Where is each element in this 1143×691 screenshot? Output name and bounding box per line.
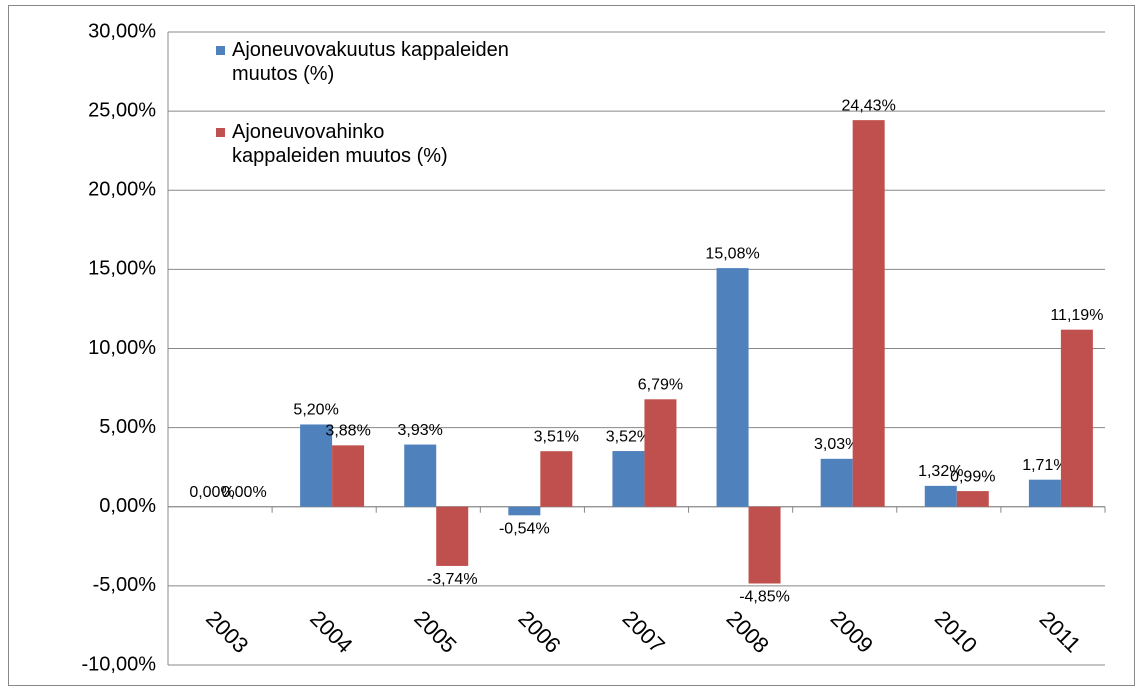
bar	[508, 506, 541, 516]
legend-swatch	[216, 128, 225, 137]
data-label: -0,54%	[499, 521, 550, 538]
bar	[300, 424, 333, 507]
bar	[924, 485, 957, 507]
data-label: 0,99%	[950, 468, 995, 485]
data-label: 3,03%	[814, 436, 859, 453]
data-label: 15,08%	[705, 245, 759, 262]
data-label: 1,32%	[918, 463, 963, 480]
y-tick-label: -5,00%	[93, 574, 157, 596]
data-label: 0,00%	[221, 484, 266, 501]
y-tick-label: 25,00%	[88, 99, 156, 121]
legend-swatch	[216, 46, 225, 55]
y-tick-label: 20,00%	[88, 179, 156, 201]
data-label: -3,74%	[427, 571, 478, 588]
y-tick-label: 0,00%	[99, 495, 156, 517]
x-tick-label: 2011	[1035, 606, 1086, 657]
x-tick-label: 2009	[826, 606, 878, 658]
bar	[852, 120, 885, 507]
y-tick-label: 15,00%	[88, 258, 156, 280]
bar	[1060, 329, 1093, 507]
bar	[436, 506, 469, 566]
legend-label: Ajoneuvovakuutus kappaleiden muutos (%)	[232, 39, 509, 85]
y-tick-label: 10,00%	[88, 337, 156, 359]
legend-item: Ajoneuvovahinko kappaleiden muutos (%)	[216, 120, 482, 168]
data-label: 24,43%	[842, 97, 896, 114]
bar	[644, 399, 677, 507]
bar	[612, 451, 645, 507]
y-tick-label: -10,00%	[82, 653, 157, 675]
data-label: 3,51%	[534, 428, 579, 445]
legend-label: Ajoneuvovahinko kappaleiden muutos (%)	[232, 121, 448, 167]
bar	[748, 506, 781, 584]
data-label: 3,52%	[606, 428, 651, 445]
chart-border	[8, 5, 1135, 686]
bar	[820, 458, 853, 507]
data-label: 1,71%	[1022, 457, 1067, 474]
x-tick-label: 2003	[201, 606, 253, 658]
x-tick-label: 2004	[305, 606, 357, 658]
data-label: 3,88%	[325, 423, 370, 440]
bar	[956, 491, 989, 507]
data-label: 3,93%	[398, 422, 443, 439]
bar	[540, 451, 573, 507]
bar	[716, 268, 749, 507]
data-label: 5,20%	[293, 402, 338, 419]
x-tick-label: 2007	[618, 606, 670, 658]
x-tick-label: 2005	[409, 606, 461, 658]
data-label: 0,00%	[189, 484, 234, 501]
bar	[1028, 479, 1061, 507]
x-tick-label: 2008	[722, 606, 774, 658]
x-tick-label: 2006	[513, 606, 565, 658]
data-label: 6,79%	[638, 377, 683, 394]
bar	[332, 445, 365, 507]
y-tick-label: 5,00%	[99, 416, 156, 438]
legend-item: Ajoneuvovakuutus kappaleiden muutos (%)	[216, 38, 532, 86]
data-label: -4,85%	[739, 589, 790, 606]
x-tick-label: 2010	[930, 606, 982, 658]
bar	[404, 444, 437, 507]
y-tick-label: 30,00%	[88, 20, 156, 42]
data-label: 11,19%	[1050, 307, 1103, 324]
